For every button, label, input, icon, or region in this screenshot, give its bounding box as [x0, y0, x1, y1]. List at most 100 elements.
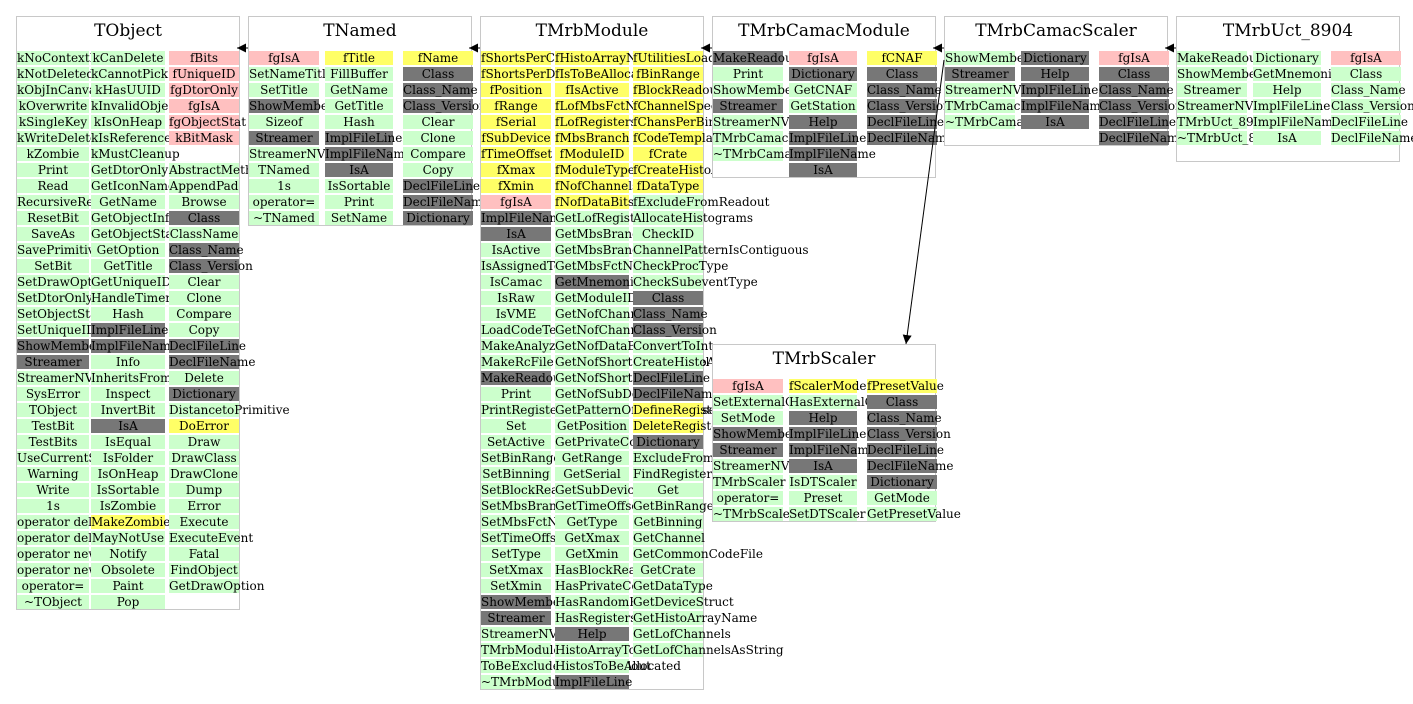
- member-cell: FillBuffer: [325, 67, 393, 81]
- member-cell: Dictionary: [867, 475, 937, 489]
- member-cell: Draw: [169, 435, 239, 449]
- member-column: Dictionary GetMnemonic Help ImplFileLine Imp…: [1253, 51, 1340, 147]
- member-cell: Compare: [169, 307, 239, 321]
- member-cell: ImplFileLine: [555, 675, 633, 689]
- member-cell: fgIsA: [169, 99, 239, 113]
- member-cell: fgIsA: [1099, 51, 1169, 65]
- member-cell: Dictionary: [789, 67, 857, 81]
- member-column: kCanDelete kCannotPick kHasUUID kInvalidObj…: [91, 51, 180, 611]
- member-cell: StreamerNVirtual: [713, 459, 823, 473]
- member-cell: Class: [867, 67, 937, 81]
- member-cell: ImplFileLine: [1253, 99, 1331, 113]
- member-cell: GetPresetValue: [867, 507, 961, 521]
- member-cell: Streamer: [945, 67, 1015, 81]
- member-cell: ImplFileLine: [789, 427, 867, 441]
- member-cell: ImplFileLine: [325, 131, 403, 145]
- member-cell: MakeReadoutCode: [481, 371, 597, 385]
- member-cell: fBinRange: [633, 67, 703, 81]
- member-column: fShortsPerChannel fShortsPerDatum fPositio…: [481, 51, 651, 691]
- class-box-tobject: TObject kNoContextMenu kNotDeleted kObjInCa…: [16, 16, 290, 611]
- member-cell: Class_Name: [1099, 83, 1174, 97]
- member-cell: Class_Name: [1331, 83, 1406, 97]
- member-cell: ShowMembers: [17, 339, 108, 353]
- member-cell: GetIconName: [91, 179, 176, 193]
- member-cell: DeleteRegisters: [633, 419, 731, 433]
- member-column: fUtilitiesLoaded fBinRange fBlockReadout fC…: [633, 51, 809, 659]
- member-cell: fPosition: [481, 83, 551, 97]
- member-cell: IsOnHeap: [91, 467, 165, 481]
- member-cell: Streamer: [249, 131, 319, 145]
- member-cell: DeclFileName: [633, 387, 720, 401]
- member-cell: ~TNamed: [249, 211, 319, 225]
- member-cell: MakeRcFile: [481, 355, 554, 369]
- member-cell: DrawClone: [169, 467, 239, 481]
- member-cell: SetMode: [713, 411, 783, 425]
- member-cell: ChannelPatternIsContiguous: [633, 243, 809, 257]
- member-cell: TMrbCamacModule: [713, 131, 835, 145]
- member-cell: GetCrate: [633, 563, 703, 577]
- member-cell: DeclFileLine: [169, 339, 247, 353]
- member-cell: GetHistoArrayName: [633, 611, 758, 625]
- member-cell: kCanDelete: [91, 51, 165, 65]
- member-cell: GetSubDevice: [555, 483, 642, 497]
- member-cell: fgIsA: [1331, 51, 1401, 65]
- member-cell: DeclFileName: [169, 355, 256, 369]
- member-cell: ImplFileLine: [91, 323, 169, 337]
- member-cell: kNoContextMenu: [17, 51, 125, 65]
- member-cell: Inspect: [91, 387, 165, 401]
- member-cell: kIsReferenced: [91, 131, 179, 145]
- member-cell: IsEqual: [91, 435, 165, 449]
- member-cell: StreamerNVirtual: [1177, 99, 1287, 113]
- member-column: fBits fUniqueID fgDtorOnly fgIsA fgObjectSta…: [169, 51, 290, 595]
- class-box-tmrbcamacmodule: TMrbCamacModule MakeReadoutCode Print ShowM…: [712, 16, 954, 178]
- member-cell: Dictionary: [169, 387, 239, 401]
- member-cell: DrawClass: [169, 451, 239, 465]
- member-cell: GetMnemonic: [555, 275, 641, 289]
- member-cell: kCannotPick: [91, 67, 169, 81]
- member-cell: GetObjectInfo: [91, 211, 177, 225]
- member-column: kNoContextMenu kNotDeleted kObjInCanvas kOv…: [17, 51, 126, 611]
- member-cell: ShowMembers: [713, 427, 804, 441]
- member-cell: Streamer: [481, 611, 551, 625]
- member-cell: Class_Version: [1331, 99, 1413, 113]
- member-cell: Help: [789, 115, 857, 129]
- member-cell: HistosToBeAllocated: [555, 659, 681, 673]
- member-cell: fSubDevice: [481, 131, 551, 145]
- member-cell: GetStation: [789, 99, 857, 113]
- member-cell: TestBits: [17, 435, 89, 449]
- member-cell: GetSerial: [555, 467, 629, 481]
- member-cell: Class: [633, 291, 703, 305]
- class-box-tmrbmodule: TMrbModule fShortsPerChannel fShortsPerDat…: [480, 16, 809, 691]
- member-cell: HasPrivateCode: [555, 579, 654, 593]
- member-cell: ImplFileName: [789, 147, 876, 161]
- member-cell: GetName: [91, 195, 165, 209]
- member-cell: IsRaw: [481, 291, 551, 305]
- member-cell: fCreateHistoArray: [633, 163, 746, 177]
- member-cell: SetNameTitle: [249, 67, 333, 81]
- member-cell: GetCNAF: [789, 83, 857, 97]
- member-cell: Streamer: [713, 99, 783, 113]
- member-cell: operator new[]: [17, 563, 108, 577]
- member-cell: DoError: [169, 419, 239, 433]
- class-title: TMrbCamacModule: [738, 21, 910, 41]
- member-cell: Class: [403, 67, 473, 81]
- member-cell: StreamerNVirtual: [481, 627, 591, 641]
- member-cell: fDataType: [633, 179, 703, 193]
- member-cell: InvertBit: [91, 403, 165, 417]
- member-cell: HistoArrayToBeCreated: [555, 643, 701, 657]
- member-cell: Print: [481, 387, 551, 401]
- member-cell: DeclFileName: [403, 195, 490, 209]
- member-cell: Compare: [403, 147, 473, 161]
- member-cell: Class_Version: [867, 427, 951, 441]
- member-cell: DeclFileLine: [867, 115, 945, 129]
- member-cell: DefineRegisters: [633, 403, 731, 417]
- class-box-tmrbuct-8904: TMrbUct_8904 MakeReadoutCode ShowMembers St…: [1176, 16, 1413, 162]
- member-cell: ConvertToInt: [633, 339, 714, 353]
- member-cell: Fatal: [169, 547, 239, 561]
- member-cell: Info: [91, 355, 165, 369]
- member-cell: ~TMrbUct_8904: [1177, 131, 1279, 145]
- member-cell: Dump: [169, 483, 239, 497]
- member-column: MakeReadoutCode Print ShowMembers Streamer S…: [713, 51, 844, 163]
- member-cell: fBits: [169, 51, 239, 65]
- member-cell: CheckSubeventType: [633, 275, 758, 289]
